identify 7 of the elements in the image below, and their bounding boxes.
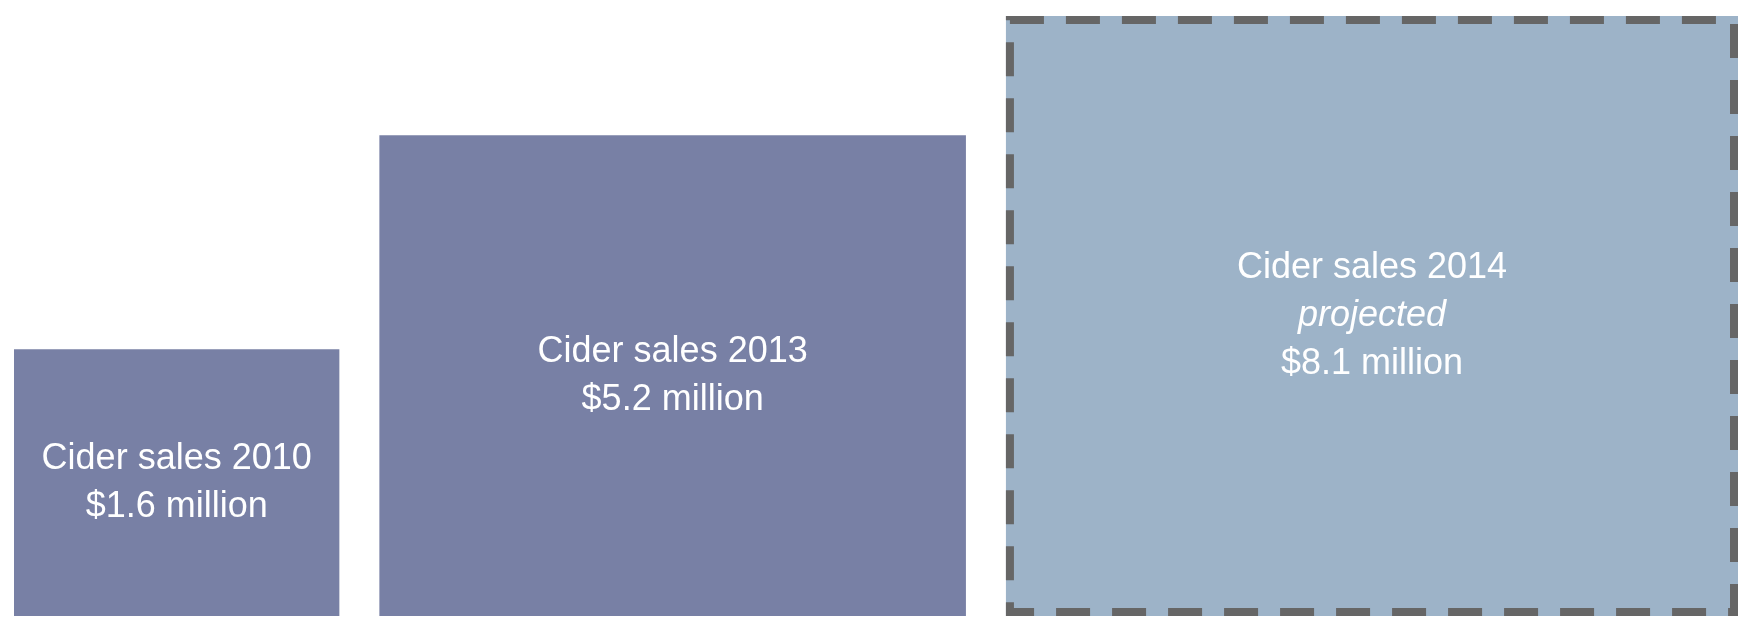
category-label: Cider sales 2010	[41, 435, 312, 477]
category-label: Cider sales 2013	[537, 328, 808, 370]
data-label: $1.6 million	[85, 483, 268, 525]
text: projected	[1297, 293, 1447, 335]
data-label: $8.1 million	[1280, 340, 1464, 382]
data-label: $5.2 million	[581, 376, 764, 418]
category-label: Cider sales 2014	[1236, 244, 1508, 286]
